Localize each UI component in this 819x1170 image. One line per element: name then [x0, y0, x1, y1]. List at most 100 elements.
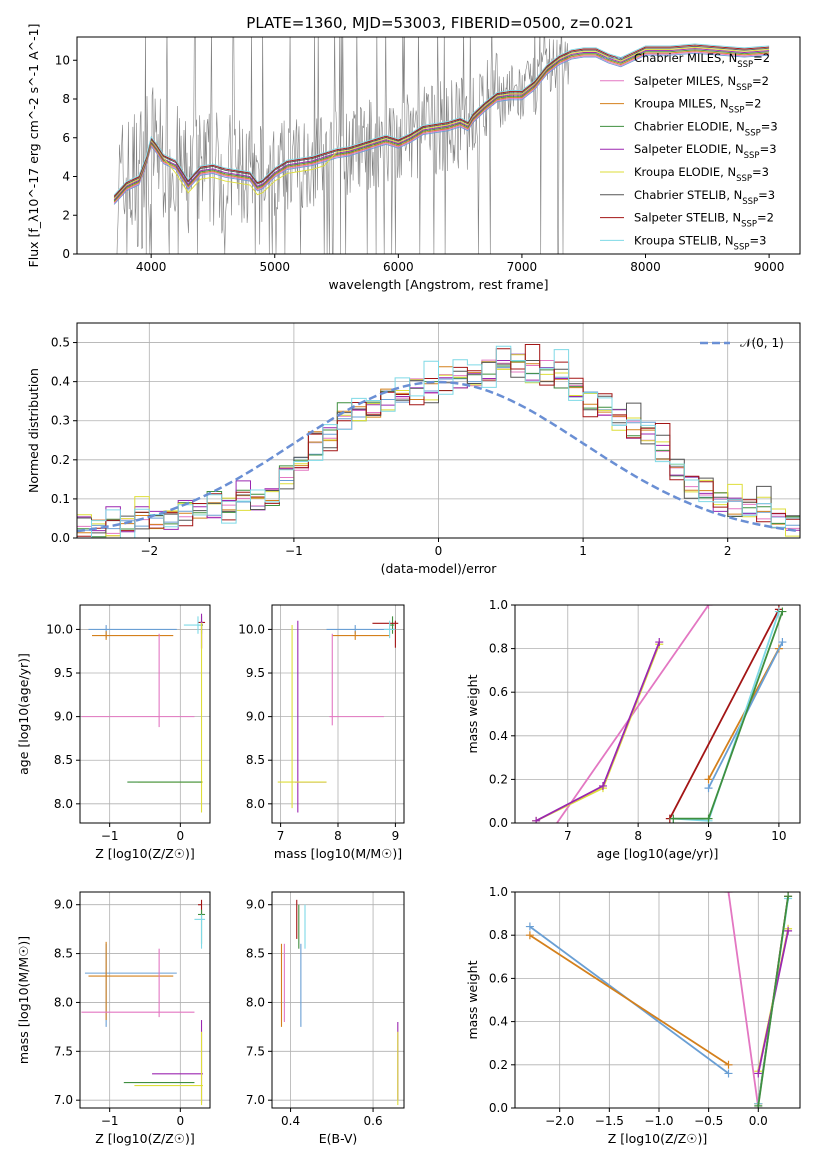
x-tick-label: 0.4	[281, 1114, 300, 1128]
x-tick-label: 7000	[507, 260, 538, 274]
y-tick-label: 10	[55, 53, 70, 67]
y-tick-label: 0.4	[51, 375, 70, 389]
x-axis-label: Z [log10(Z/Z☉)]	[95, 846, 195, 861]
y-axis-label: mass weight	[465, 674, 480, 753]
axes-frame	[76, 36, 801, 255]
x-tick-label: 7	[564, 829, 572, 843]
x-tick-label: 8	[334, 829, 342, 843]
mass-weight-series	[669, 608, 780, 820]
x-tick-label: 8000	[630, 260, 661, 274]
y-tick-label: 9.5	[246, 666, 265, 680]
y-tick-label: 7.5	[246, 1044, 265, 1058]
mass-weight-vs-age-panel: 7 8 9 10 0.0 0.2 0.4 0.6 0.8 1.0 age [log10(age/yr…	[465, 598, 801, 861]
x-tick-label: −2.0	[545, 1114, 574, 1128]
x-tick-label: 7	[277, 829, 285, 843]
x-tick-label: 1	[579, 544, 587, 558]
y-tick-label: 2	[62, 208, 70, 222]
model-spectrum-line	[113, 48, 770, 201]
x-axis-label: (data-model)/error	[381, 561, 498, 576]
x-axis-label: Z [log10(Z/Z☉)]	[608, 1131, 708, 1146]
y-tick-label: 0.0	[489, 816, 508, 830]
axes-frame	[271, 891, 405, 1109]
y-tick-label: 0.1	[51, 492, 70, 506]
mass-weight-series	[555, 605, 710, 823]
x-axis-label: age [log10(age/yr)]	[597, 846, 719, 861]
axes-frame	[514, 891, 801, 1109]
x-tick-label: 4000	[136, 260, 167, 274]
mass-weight-series	[535, 641, 661, 822]
model-spectrum-line	[113, 44, 770, 197]
mass-vs-extinction-panel: 0.4 0.6 7.0 7.5 8.0 8.5 9.0 E(B-V)	[246, 891, 405, 1146]
x-tick-label: −1	[101, 829, 119, 843]
mass-weight-point	[754, 1069, 763, 1078]
mass-weight-series	[529, 934, 729, 1066]
x-tick-label: 9000	[754, 260, 785, 274]
y-tick-label: 0.3	[51, 414, 70, 428]
legend-entry: Salpeter ELODIE, NSSP=3	[634, 142, 777, 161]
mass-weight-point	[778, 607, 787, 616]
x-tick-label: −1	[285, 544, 303, 558]
normal-distribution-curve	[77, 380, 800, 533]
x-axis-label: E(B-V)	[319, 1131, 358, 1146]
y-tick-label: 0.8	[489, 642, 508, 656]
y-tick-label: 1.0	[489, 885, 508, 899]
legend-entry: Kroupa STELIB, NSSP=3	[634, 233, 766, 252]
mass-weight-series	[673, 611, 784, 820]
mass-weight-series	[727, 892, 760, 1108]
legend-entry: Chabrier STELIB, NSSP=3	[634, 188, 775, 207]
mass-weight-point	[724, 1060, 733, 1069]
x-tick-label: 0.0	[749, 1114, 768, 1128]
y-tick-label: 9.0	[54, 898, 73, 912]
x-axis-label: wavelength [Angstrom, rest frame]	[328, 277, 548, 292]
legend-entry: Salpeter STELIB, NSSP=2	[634, 211, 774, 230]
legend-entry: Salpeter MILES, NSSP=2	[634, 74, 769, 93]
y-tick-label: 9.0	[54, 710, 73, 724]
legend-entry: Chabrier ELODIE, NSSP=3	[634, 119, 778, 138]
y-tick-label: 8.0	[54, 797, 73, 811]
y-tick-label: 0.5	[51, 336, 70, 350]
y-tick-label: 6	[62, 131, 70, 145]
y-tick-label: 10.0	[46, 622, 73, 636]
legend-entry: Chabrier MILES, NSSP=2	[634, 51, 770, 70]
x-tick-label: −1	[101, 1114, 119, 1128]
age-vs-mass-panel: 7 8 9 8.0 8.5 9.0 9.5 10.0 mass [log10(M/M☉)]	[238, 604, 405, 861]
y-axis-label: mass [log10(M/M☉)]	[16, 936, 31, 1064]
mass-weight-point	[525, 931, 534, 940]
mass-weight-point	[784, 926, 793, 935]
y-tick-label: 0.2	[489, 772, 508, 786]
mass-weight-point	[669, 814, 678, 823]
mass-weight-point	[724, 1069, 733, 1078]
mass-weight-point	[754, 1101, 763, 1108]
y-tick-label: 0.2	[51, 453, 70, 467]
x-tick-label: −0.5	[694, 1114, 723, 1128]
mass-weight-point	[532, 816, 541, 823]
x-tick-label: 10	[771, 829, 786, 843]
plot-area	[280, 899, 399, 1106]
axes-frame	[514, 604, 801, 824]
mass-weight-point	[704, 775, 713, 784]
x-tick-label: 9	[392, 829, 400, 843]
model-spectrum-line	[113, 47, 770, 199]
age-vs-metallicity-panel: −1 0 8.0 8.5 9.0 9.5 10.0 Z [log10(Z/Z☉)] age [l…	[16, 604, 211, 861]
y-tick-label: 0.4	[489, 729, 508, 743]
y-tick-label: 8.0	[54, 995, 73, 1009]
model-spectrum-line	[113, 45, 770, 198]
residual-histogram	[77, 345, 800, 538]
y-tick-label: 7.5	[54, 1044, 73, 1058]
y-tick-label: 0.4	[489, 1015, 508, 1029]
mass-weight-point	[724, 892, 733, 896]
y-tick-label: 4	[62, 170, 70, 184]
y-tick-label: 8.5	[246, 753, 265, 767]
y-tick-label: 8.0	[246, 797, 265, 811]
x-tick-label: 0	[177, 829, 185, 843]
y-tick-label: 8.0	[246, 995, 265, 1009]
y-tick-label: 0.8	[489, 928, 508, 942]
x-tick-label: 0.6	[364, 1114, 383, 1128]
x-axis-label: Z [log10(Z/Z☉)]	[95, 1131, 195, 1146]
y-tick-label: 9.0	[246, 898, 265, 912]
model-spectrum-line	[113, 49, 770, 202]
plot-area	[525, 892, 793, 1108]
y-axis-label: age [log10(age/yr)]	[16, 653, 31, 775]
mass-weight-point	[655, 638, 664, 647]
